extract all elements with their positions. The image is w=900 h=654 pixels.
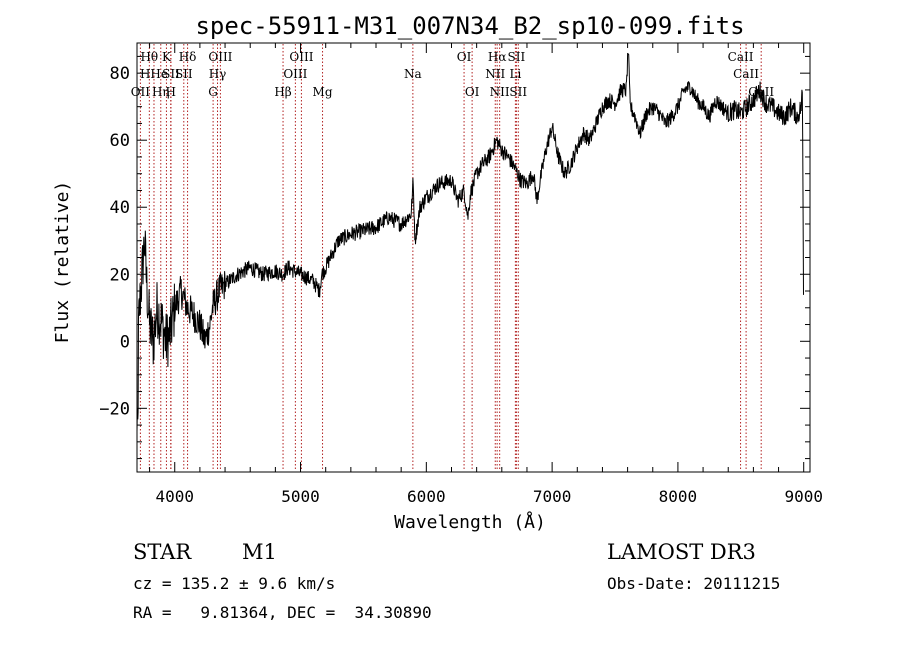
survey-name: LAMOST DR3 (607, 540, 756, 564)
spectral-line-label: SII (508, 50, 526, 64)
spectral-line-label: Hα (488, 50, 507, 64)
spectrum-line (136, 52, 804, 432)
spectral-line-label: OIII (283, 67, 307, 81)
spectral-line-label: SII (175, 67, 193, 81)
x-tick-label: 9000 (784, 487, 823, 506)
y-tick-label: 80 (110, 64, 130, 84)
spectral-line-label: Hθ (140, 50, 158, 64)
line-markers (139, 44, 762, 471)
spectral-line-label: H (165, 85, 175, 99)
spectral-line-label: Li (509, 67, 521, 81)
spectral-line-label: Hη (152, 85, 170, 99)
spectral-line-label: Hγ (209, 67, 227, 81)
spectral-line-label: OII (131, 85, 151, 99)
chart-title: spec-55911-M31_007N34_B2_sp10-099.fits (195, 12, 744, 40)
spectral-line-label: Hδ (179, 50, 197, 64)
spectral-line-label: SII (509, 85, 527, 99)
spectral-line-label: OIII (208, 50, 232, 64)
x-axis-label: Wavelength (Å) (394, 511, 546, 533)
y-axis-label: Flux (relative) (52, 181, 73, 344)
y-tick-label: −20 (99, 399, 130, 419)
x-tick-label: 8000 (659, 487, 698, 506)
spectral-line-label: Hβ (274, 85, 291, 99)
observation-date: Obs-Date: 20111215 (607, 574, 781, 593)
object-subclass: M1 (242, 540, 277, 564)
y-tick-label: 60 (110, 131, 130, 151)
spectral-line-label: K (162, 50, 172, 64)
y-tick-label: 0 (120, 332, 130, 352)
spectral-line-label: OIII (289, 50, 313, 64)
x-tick-label: 4000 (155, 487, 194, 506)
spectral-line-label: CaII (728, 50, 754, 64)
y-tick-label: 40 (110, 198, 130, 218)
plot-frame (136, 42, 811, 473)
spectral-line-label: SII (162, 67, 180, 81)
x-tick-label: 5000 (281, 487, 320, 506)
y-tick-label: 20 (110, 265, 130, 285)
object-class: STAR (133, 540, 192, 564)
x-tick-label: 7000 (533, 487, 572, 506)
x-axis-ticks: 4000 5000 6000 7000 8000 9000 (149, 43, 823, 506)
spectral-line-label: CaII (733, 67, 759, 81)
redshift-cz: cz = 135.2 ± 9.6 km/s (133, 574, 336, 593)
x-tick-label: 6000 (407, 487, 446, 506)
spectral-line-label: G (208, 85, 218, 99)
spectral-line-label: Mg (313, 85, 333, 99)
ra-dec-coordinates: RA = 9.81364, DEC = 34.30890 (133, 603, 432, 622)
spectral-line-label: Na (404, 67, 422, 81)
spectral-line-label: HHe (140, 67, 168, 81)
spectral-line-label: OI (465, 85, 480, 99)
spectral-line-label: OI (457, 50, 472, 64)
y-axis-ticks: −20 0 20 40 60 80 (99, 55, 810, 460)
spectral-line-label: NII (485, 67, 505, 81)
spectral-line-label: NII (490, 85, 510, 99)
